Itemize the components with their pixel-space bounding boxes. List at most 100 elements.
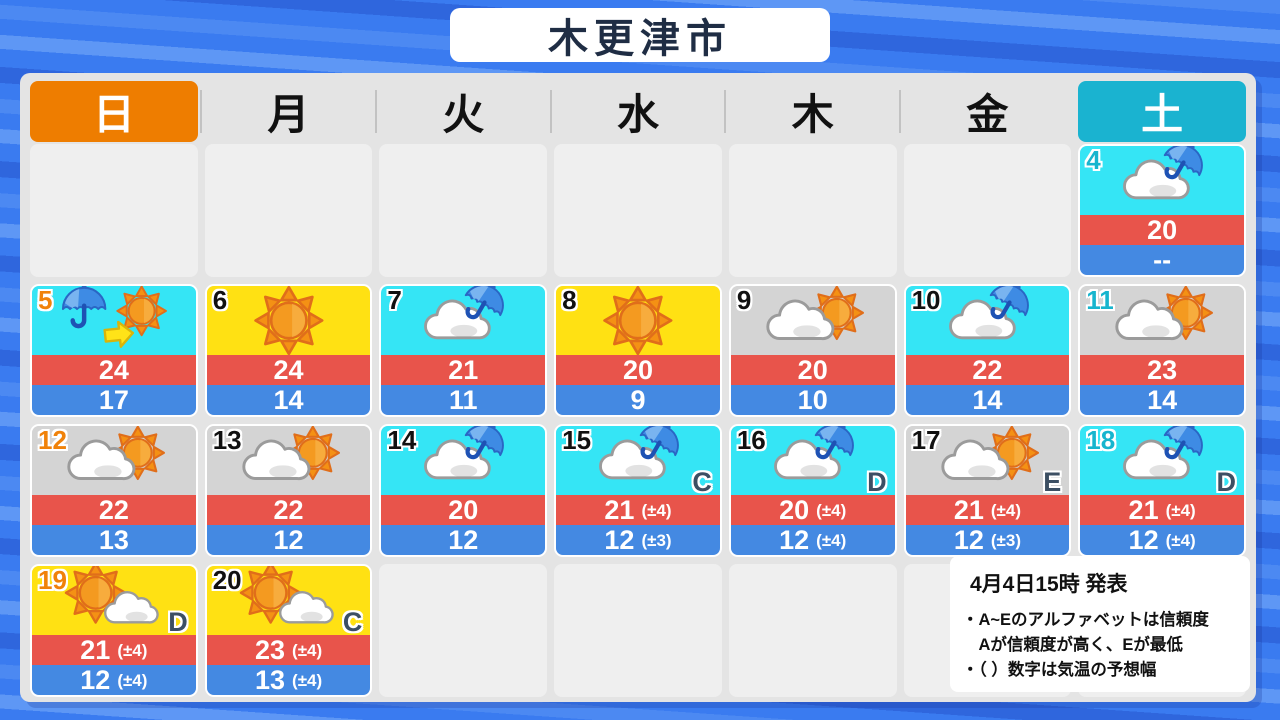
- weekday-header-row: 日月火水木金土: [30, 81, 1246, 142]
- cloud-umbrella-icon: [424, 426, 505, 480]
- low-temp-band: 13: [32, 525, 196, 555]
- cloud-umbrella-icon: [424, 286, 505, 340]
- low-temp-band: --: [1080, 245, 1244, 275]
- low-temp-range: (±4): [117, 671, 148, 690]
- high-temp-band: 20: [1080, 215, 1244, 245]
- sunny-icon: [253, 286, 324, 355]
- date-number: 12: [38, 425, 67, 455]
- sky-area: 8: [556, 286, 720, 355]
- date-number: 15: [562, 425, 592, 455]
- low-temp-band: 11: [381, 384, 546, 415]
- high-temp-band: 20 (±4): [730, 495, 895, 525]
- high-temp: 20: [1147, 214, 1178, 245]
- sky-area: 13: [206, 426, 371, 495]
- day-cell-11: 11 23 14: [1078, 284, 1246, 417]
- low-temp: 12: [1128, 524, 1159, 555]
- low-temp-band: 12: [206, 525, 371, 555]
- low-temp-band: 17: [32, 385, 196, 415]
- low-temp: 13: [254, 664, 286, 695]
- calendar-panel: 日月火水木金土 4 20 -- 5: [20, 73, 1256, 702]
- high-temp-band: 24: [206, 354, 371, 385]
- high-temp-band: 24: [32, 355, 196, 385]
- sky-area: 9: [730, 286, 895, 355]
- high-temp: 23: [1147, 354, 1178, 385]
- high-temp-band: 21: [381, 355, 546, 385]
- confidence-letter: E: [1043, 467, 1062, 497]
- day-cell-4: 4 20 --: [1078, 144, 1246, 277]
- calendar-grid: 4 20 -- 5 24 17: [30, 144, 1246, 697]
- high-temp: 21: [80, 634, 111, 665]
- high-temp: 20: [448, 494, 479, 525]
- low-temp-band: 12: [381, 525, 546, 555]
- sky-area: 12: [32, 426, 196, 495]
- date-number: 4: [1086, 145, 1101, 175]
- high-temp-range: (±4): [292, 641, 323, 660]
- day-cell-14: 14 20 12: [379, 424, 548, 557]
- date-number: 8: [562, 285, 577, 315]
- sky-area: 11: [1080, 286, 1244, 355]
- low-temp: 9: [630, 384, 646, 415]
- sunny-icon: [603, 286, 673, 355]
- low-temp: 17: [98, 384, 129, 415]
- confidence-letter: C: [342, 607, 363, 637]
- date-number: 7: [387, 285, 402, 315]
- empty-cell: [728, 144, 897, 277]
- high-temp-band: 23 (±4): [206, 635, 371, 665]
- high-temp-band: 21 (±4): [1080, 495, 1244, 525]
- cloud-sun-icon: [1115, 286, 1214, 341]
- sky-area: 6: [206, 285, 371, 355]
- cloud-umbrella-icon: [773, 426, 854, 480]
- low-temp: 10: [797, 384, 828, 415]
- high-temp: 20: [797, 354, 828, 385]
- low-temp-range: (±4): [292, 671, 323, 690]
- weekday-header-2: 火: [374, 81, 547, 142]
- weekday-header-1: 月: [200, 81, 373, 142]
- high-temp-band: 21 (±4): [32, 635, 196, 665]
- city-name: 木更津市: [548, 17, 732, 61]
- high-temp-range: (±4): [117, 641, 148, 660]
- confidence-letter: D: [1216, 467, 1236, 497]
- day-cell-10: 10 22 14: [903, 284, 1072, 417]
- low-temp-band: 9: [556, 385, 720, 415]
- date-number: 6: [212, 285, 228, 315]
- empty-cell: [30, 144, 198, 277]
- date-number: 5: [38, 285, 53, 315]
- empty-cell: [554, 144, 722, 277]
- low-temp: 14: [972, 384, 1003, 415]
- day-cell-7: 7 21 11: [379, 284, 548, 417]
- low-temp-range: (±4): [816, 531, 847, 550]
- low-temp: 13: [98, 524, 129, 555]
- high-temp: 24: [98, 354, 129, 385]
- low-temp: 12: [604, 524, 635, 555]
- high-temp-band: 22: [206, 495, 371, 525]
- date-number: 11: [1086, 285, 1114, 315]
- cloud-sun-icon: [766, 286, 864, 341]
- high-temp: 21: [1128, 494, 1159, 525]
- notes-box: 4月4日15時 発表 ・A~Eのアルファベットは信頼度 Aが信頼度が高く、Eが最…: [950, 556, 1250, 692]
- date-number: 18: [1086, 425, 1116, 455]
- high-temp: 20: [622, 354, 654, 385]
- high-temp-range: (±4): [1165, 501, 1196, 520]
- low-temp-band: 12 (±4): [32, 665, 196, 695]
- sky-area: 7: [381, 285, 546, 355]
- low-temp-band: 12 (±4): [1080, 525, 1244, 555]
- high-temp-band: 23: [1080, 355, 1244, 385]
- low-temp: 11: [449, 384, 478, 415]
- high-temp-range: (±4): [816, 501, 847, 520]
- low-temp: 14: [273, 384, 304, 415]
- low-temp-band: 12 (±4): [730, 525, 895, 555]
- sky-area: 4: [1080, 146, 1244, 215]
- low-temp-band: 12 (±3): [556, 525, 720, 555]
- day-cell-12: 12 22 13: [30, 424, 198, 557]
- sky-area: 18 D: [1080, 425, 1244, 497]
- sky-area: 10: [905, 286, 1070, 355]
- sky-area: 16 D: [730, 426, 895, 497]
- cloud-sun-icon: [242, 426, 340, 481]
- weekday-header-3: 水: [549, 81, 722, 142]
- day-cell-16: 16 D 20 (±4) 12 (±4): [728, 424, 897, 557]
- high-temp: 24: [273, 354, 304, 385]
- low-temp-range: (±4): [1165, 531, 1196, 550]
- date-number: 19: [38, 565, 67, 595]
- high-temp-band: 22: [905, 355, 1070, 385]
